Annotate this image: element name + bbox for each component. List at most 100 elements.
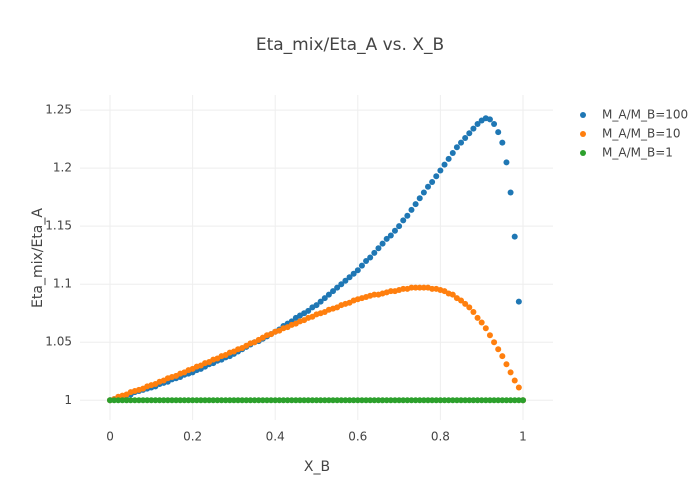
marker	[445, 155, 452, 162]
x-tick-label: 0.2	[183, 430, 202, 444]
marker	[507, 189, 514, 196]
marker	[474, 314, 481, 321]
y-tick-label: 1.2	[53, 161, 72, 175]
marker	[441, 397, 448, 404]
marker	[243, 397, 250, 404]
marker	[177, 397, 184, 404]
marker	[507, 369, 514, 376]
marker	[379, 397, 386, 404]
marker	[499, 353, 506, 360]
marker	[358, 262, 365, 269]
marker	[453, 144, 460, 151]
marker	[160, 397, 167, 404]
marker	[127, 397, 134, 404]
marker	[239, 397, 246, 404]
marker	[321, 295, 328, 302]
y-tick-label: 1	[64, 393, 72, 407]
marker	[317, 397, 324, 404]
marker	[309, 397, 316, 404]
x-tick-label: 0.8	[431, 430, 450, 444]
marker	[482, 397, 489, 404]
marker	[301, 397, 308, 404]
y-axis-label: Eta_mix/Eta_A	[30, 208, 46, 308]
marker	[387, 397, 394, 404]
marker	[420, 189, 427, 196]
marker	[400, 397, 407, 404]
marker	[486, 397, 493, 404]
marker	[263, 397, 270, 404]
marker	[466, 304, 473, 311]
marker	[346, 397, 353, 404]
marker	[338, 281, 345, 288]
marker	[396, 223, 403, 230]
marker	[119, 397, 126, 404]
marker	[515, 384, 522, 391]
marker	[379, 240, 386, 247]
marker	[445, 397, 452, 404]
marker	[272, 397, 279, 404]
marker	[391, 397, 398, 404]
marker	[408, 284, 415, 291]
marker	[144, 397, 151, 404]
marker	[230, 397, 237, 404]
marker	[515, 397, 522, 404]
marker	[462, 134, 469, 141]
marker	[152, 397, 159, 404]
marker	[404, 212, 411, 219]
marker	[317, 298, 324, 305]
marker	[148, 397, 155, 404]
marker	[495, 346, 502, 353]
marker	[383, 397, 390, 404]
marker	[288, 397, 295, 404]
marker	[486, 116, 493, 123]
marker	[396, 397, 403, 404]
chart-title: Eta_mix/Eta_A vs. X_B	[256, 35, 444, 55]
marker	[387, 288, 394, 295]
marker	[363, 397, 370, 404]
marker	[284, 397, 291, 404]
x-tick-label: 0.6	[348, 430, 367, 444]
marker	[305, 307, 312, 314]
marker	[330, 397, 337, 404]
marker	[251, 397, 258, 404]
marker	[202, 397, 209, 404]
marker	[350, 397, 357, 404]
marker	[433, 397, 440, 404]
marker	[371, 397, 378, 404]
marker	[453, 397, 460, 404]
marker	[511, 377, 518, 384]
marker	[391, 227, 398, 234]
marker	[371, 249, 378, 256]
marker	[412, 201, 419, 208]
marker	[511, 397, 518, 404]
marker	[499, 139, 506, 146]
marker	[495, 129, 502, 136]
marker	[519, 397, 526, 404]
marker	[131, 397, 138, 404]
marker	[107, 397, 114, 404]
marker	[313, 302, 320, 309]
marker	[441, 161, 448, 168]
marker	[156, 397, 163, 404]
marker	[400, 285, 407, 292]
marker	[375, 245, 382, 252]
marker	[276, 397, 283, 404]
marker	[371, 291, 378, 298]
marker	[185, 397, 192, 404]
marker	[292, 397, 299, 404]
marker	[210, 397, 217, 404]
legend-label: M_A/M_B=10	[602, 127, 681, 141]
x-axis-label: X_B	[304, 459, 330, 475]
marker	[387, 232, 394, 239]
marker	[478, 397, 485, 404]
marker	[491, 121, 498, 128]
marker	[478, 319, 485, 326]
marker	[449, 397, 456, 404]
marker	[470, 125, 477, 132]
marker	[499, 397, 506, 404]
marker	[449, 150, 456, 157]
marker	[255, 397, 262, 404]
marker	[164, 397, 171, 404]
marker	[363, 257, 370, 264]
